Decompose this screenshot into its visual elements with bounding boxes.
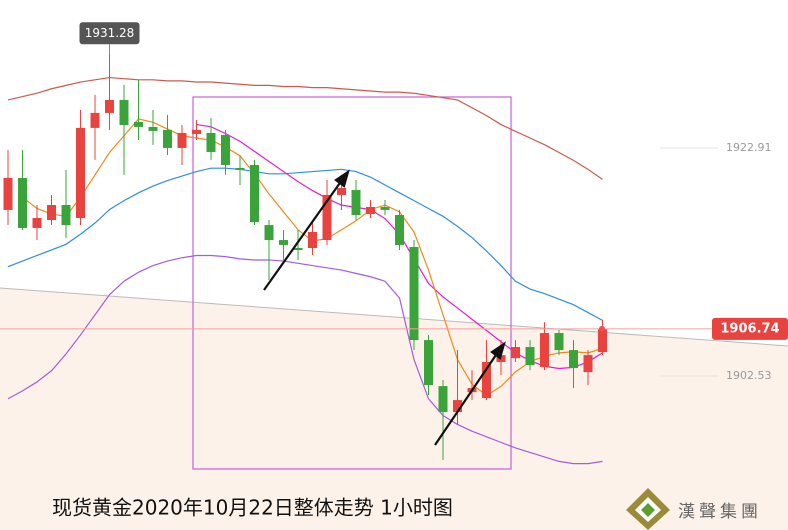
candle-body xyxy=(279,240,288,245)
candle-body xyxy=(221,134,230,165)
plot: 1902.53 1922.91 1906.74 1931.28 xyxy=(0,22,788,465)
candle-body xyxy=(540,333,549,368)
candle-body xyxy=(482,362,491,399)
candle-body xyxy=(32,217,42,228)
candle-body xyxy=(293,247,303,251)
y-tick-label: 1902.53 xyxy=(726,369,772,382)
arrow-head xyxy=(490,341,506,360)
candle-body xyxy=(496,355,506,363)
candle-body xyxy=(351,190,361,215)
candle-body xyxy=(380,207,390,210)
candle-body xyxy=(235,167,245,170)
chart-title: 现货黄金2020年10月22日整体走势 1小时图 xyxy=(52,496,453,520)
high-label: 1931.28 xyxy=(85,26,135,40)
candle-body xyxy=(134,121,143,127)
candle-body xyxy=(76,127,85,218)
candle-body xyxy=(3,177,13,210)
indicator-line xyxy=(7,254,603,465)
candle-body xyxy=(424,340,433,386)
high-label-box xyxy=(79,22,140,45)
arrow-head xyxy=(334,169,350,188)
candle-body xyxy=(438,386,448,413)
candle-body xyxy=(163,129,172,148)
candle-body xyxy=(322,194,332,241)
candle-body xyxy=(569,350,578,369)
candle-body xyxy=(250,164,259,223)
candle-body xyxy=(177,132,187,148)
candle-body xyxy=(119,99,129,126)
last-price-label: 1906.74 xyxy=(720,321,779,336)
y-tick-label: 1922.91 xyxy=(726,141,772,154)
candle-body xyxy=(90,112,100,128)
candle-body xyxy=(395,214,404,245)
candle-body xyxy=(18,177,27,228)
candle-body xyxy=(105,99,114,113)
arrow xyxy=(263,179,343,291)
candle-body xyxy=(192,129,201,134)
logo: 漢聲集團 xyxy=(626,488,762,530)
logo-text: 漢聲集團 xyxy=(678,502,762,522)
candle-body xyxy=(47,205,56,221)
candle-body xyxy=(308,231,317,248)
candle-body xyxy=(525,347,535,366)
indicator-line xyxy=(7,167,603,321)
candle-body xyxy=(511,347,520,359)
candle-body xyxy=(598,328,607,353)
trend-line xyxy=(0,287,788,347)
candle-body xyxy=(148,126,158,131)
last-price-dot xyxy=(599,325,605,332)
arrow xyxy=(434,351,499,446)
candle-body xyxy=(583,355,593,373)
candle-body xyxy=(264,225,274,241)
candle-body xyxy=(337,188,346,195)
candle-body xyxy=(61,205,71,226)
indicator-line xyxy=(7,76,603,180)
candle-body xyxy=(206,132,216,152)
last-price-box xyxy=(712,317,788,340)
candle-body xyxy=(554,333,564,351)
highlight-box xyxy=(192,96,512,470)
candle-body xyxy=(409,246,419,341)
logo-icon xyxy=(641,503,655,517)
arrows xyxy=(263,169,506,446)
candle-body xyxy=(453,400,462,413)
candle-body xyxy=(366,207,375,214)
